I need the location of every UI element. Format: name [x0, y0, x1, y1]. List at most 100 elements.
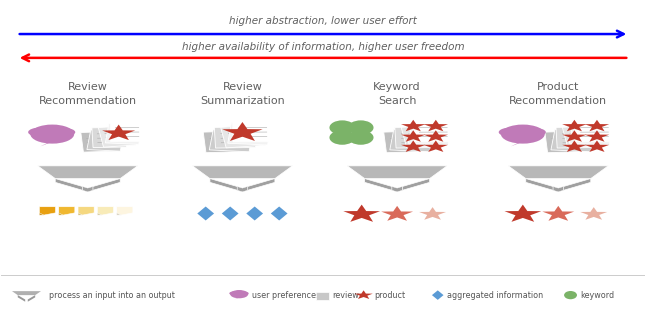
Polygon shape — [28, 295, 35, 302]
Polygon shape — [551, 129, 595, 152]
Polygon shape — [585, 130, 609, 142]
Polygon shape — [543, 206, 574, 221]
Polygon shape — [78, 213, 83, 215]
Polygon shape — [585, 140, 609, 152]
Polygon shape — [98, 125, 137, 147]
Ellipse shape — [229, 291, 240, 295]
Ellipse shape — [501, 124, 545, 144]
Text: review: review — [332, 291, 359, 300]
Polygon shape — [39, 207, 56, 215]
Text: process an input into an output: process an input into an output — [48, 291, 174, 300]
Text: keyword: keyword — [580, 291, 614, 300]
Polygon shape — [247, 179, 275, 190]
Ellipse shape — [239, 292, 249, 295]
Polygon shape — [102, 124, 135, 140]
Polygon shape — [221, 125, 266, 148]
Polygon shape — [545, 131, 587, 153]
Text: Review
Recommendation: Review Recommendation — [39, 82, 137, 106]
Polygon shape — [222, 122, 263, 141]
Text: Product
Recommendation: Product Recommendation — [509, 82, 607, 106]
Polygon shape — [197, 206, 214, 220]
Ellipse shape — [329, 130, 355, 145]
Ellipse shape — [51, 128, 76, 137]
Ellipse shape — [329, 120, 355, 135]
Text: Keyword
Search: Keyword Search — [373, 82, 421, 106]
Polygon shape — [18, 295, 25, 302]
Polygon shape — [401, 125, 446, 148]
Polygon shape — [562, 140, 587, 152]
Ellipse shape — [30, 124, 74, 144]
Ellipse shape — [41, 125, 63, 133]
Polygon shape — [401, 130, 426, 142]
Polygon shape — [505, 204, 541, 222]
Polygon shape — [401, 120, 426, 131]
Polygon shape — [98, 207, 114, 215]
Polygon shape — [234, 297, 240, 300]
Polygon shape — [585, 120, 609, 131]
Ellipse shape — [28, 127, 54, 137]
Polygon shape — [56, 179, 83, 190]
Text: user preferences: user preferences — [252, 291, 320, 300]
Polygon shape — [92, 127, 127, 147]
Polygon shape — [83, 187, 93, 192]
Polygon shape — [569, 123, 613, 145]
Polygon shape — [210, 179, 237, 190]
Text: product: product — [375, 291, 406, 300]
Polygon shape — [390, 129, 433, 152]
Ellipse shape — [234, 291, 244, 294]
Polygon shape — [37, 166, 138, 179]
Polygon shape — [87, 130, 124, 151]
Polygon shape — [553, 187, 563, 192]
Polygon shape — [81, 131, 117, 152]
Polygon shape — [271, 206, 287, 220]
Polygon shape — [347, 166, 447, 179]
Polygon shape — [556, 127, 597, 148]
Polygon shape — [395, 127, 436, 148]
Polygon shape — [562, 130, 587, 142]
Polygon shape — [214, 127, 255, 148]
Text: higher abstraction, lower user effort: higher abstraction, lower user effort — [229, 16, 417, 26]
Polygon shape — [98, 213, 102, 215]
Polygon shape — [424, 120, 448, 131]
Polygon shape — [209, 129, 253, 152]
Polygon shape — [203, 131, 246, 153]
Polygon shape — [12, 291, 41, 295]
Ellipse shape — [348, 120, 373, 135]
Text: higher availability of information, higher user freedom: higher availability of information, high… — [182, 41, 464, 51]
Polygon shape — [93, 179, 120, 190]
Polygon shape — [424, 140, 448, 152]
Ellipse shape — [348, 130, 373, 145]
Polygon shape — [105, 123, 142, 145]
Ellipse shape — [512, 125, 534, 133]
Polygon shape — [228, 123, 271, 145]
Polygon shape — [78, 207, 94, 215]
Polygon shape — [392, 187, 402, 192]
Text: Review
Summarization: Review Summarization — [200, 82, 285, 106]
Polygon shape — [432, 290, 444, 300]
Polygon shape — [526, 179, 553, 190]
Polygon shape — [574, 121, 614, 142]
Ellipse shape — [522, 128, 546, 137]
Ellipse shape — [564, 291, 577, 299]
Polygon shape — [424, 130, 448, 142]
Polygon shape — [402, 179, 430, 190]
Polygon shape — [233, 121, 273, 142]
Polygon shape — [511, 141, 525, 146]
Polygon shape — [381, 206, 413, 221]
Polygon shape — [580, 207, 607, 220]
Polygon shape — [355, 290, 373, 299]
Polygon shape — [59, 213, 63, 215]
Polygon shape — [110, 122, 144, 141]
Polygon shape — [237, 187, 247, 192]
Polygon shape — [413, 121, 453, 142]
Polygon shape — [384, 131, 426, 153]
Polygon shape — [562, 125, 607, 148]
Polygon shape — [117, 207, 133, 215]
Polygon shape — [364, 179, 392, 190]
Polygon shape — [508, 166, 609, 179]
Ellipse shape — [230, 290, 248, 298]
Polygon shape — [563, 179, 590, 190]
Polygon shape — [222, 206, 238, 220]
Polygon shape — [419, 207, 446, 220]
Polygon shape — [246, 206, 263, 220]
